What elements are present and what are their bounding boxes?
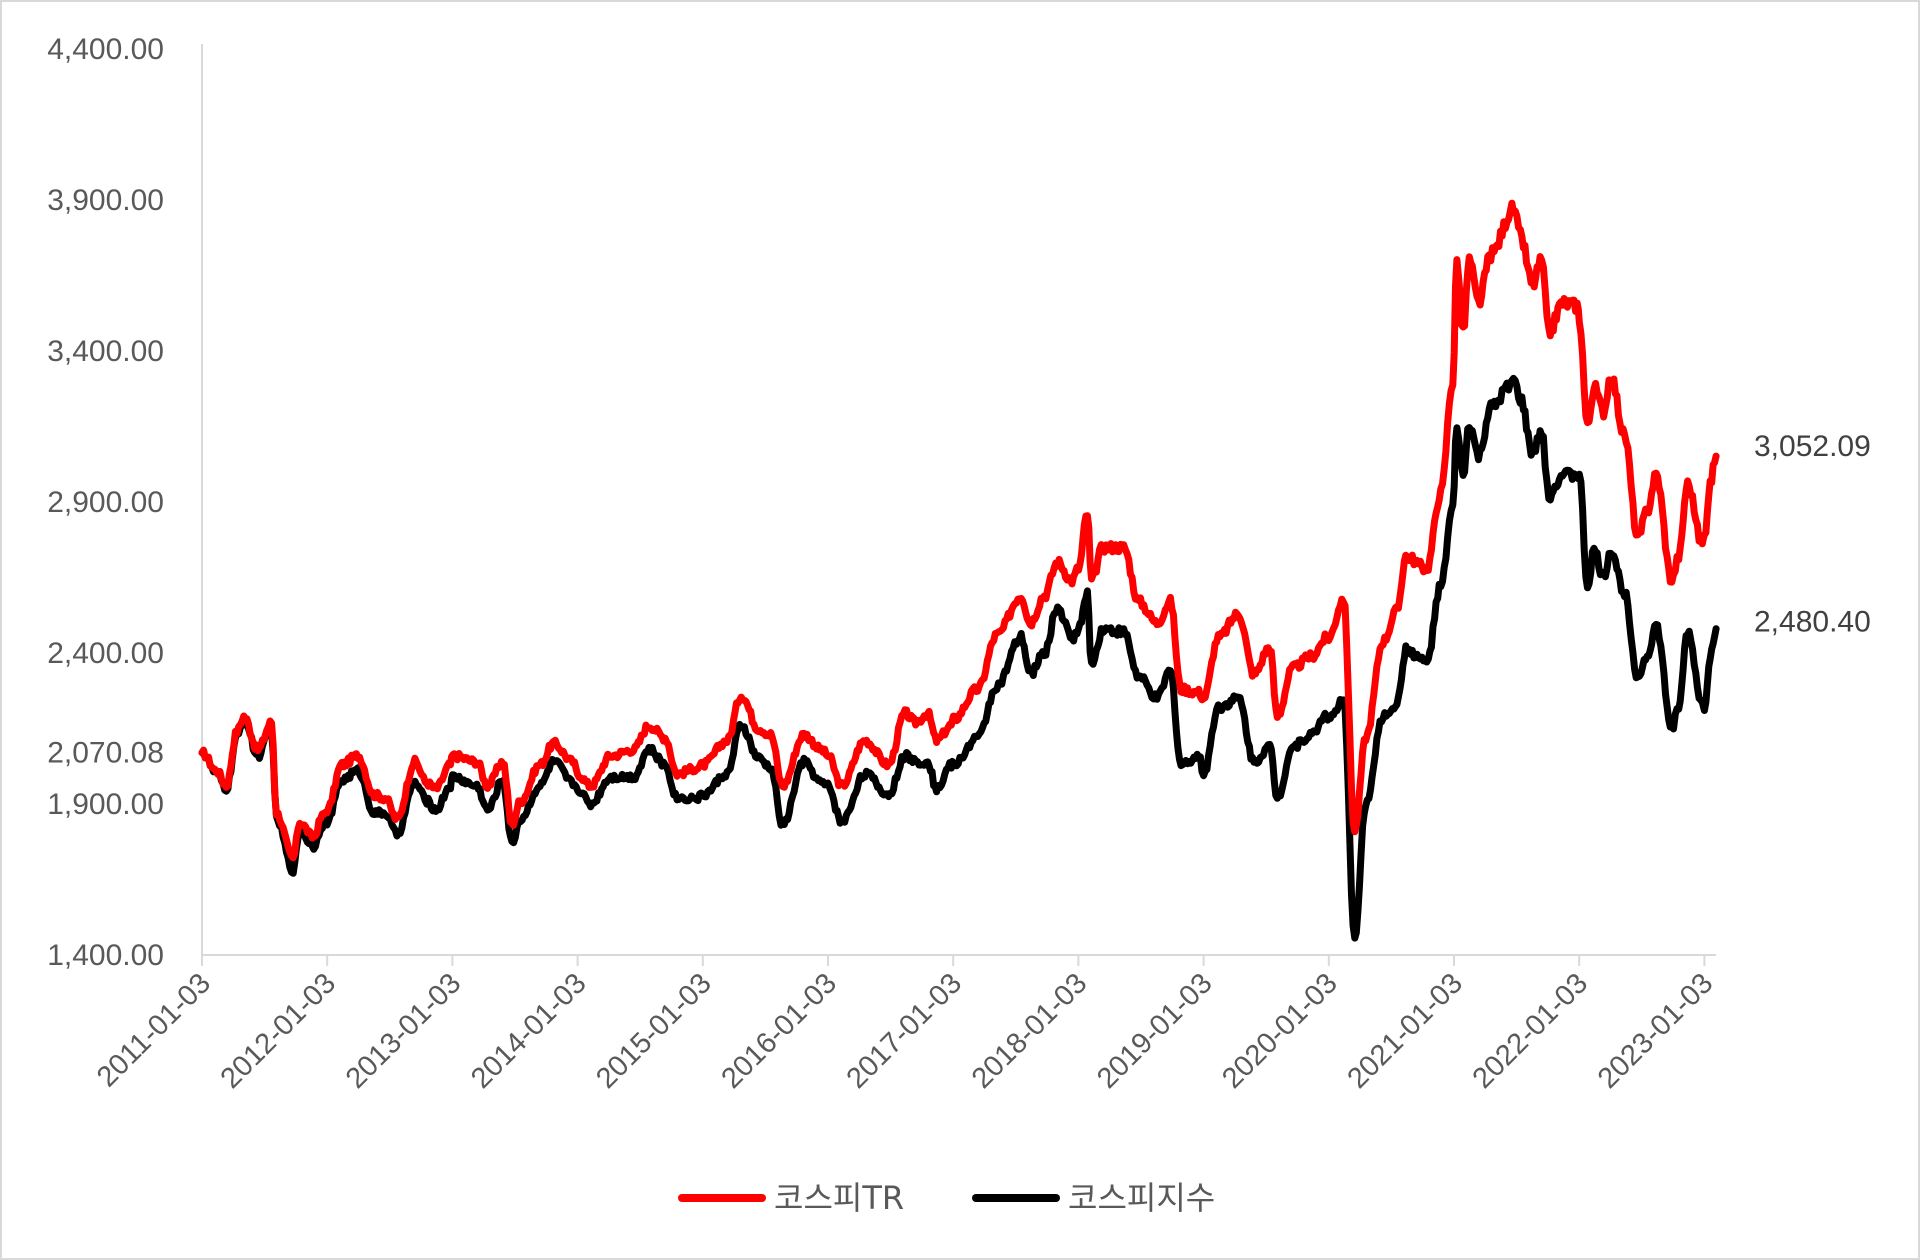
y-tick-label: 1,400.00 bbox=[47, 939, 164, 972]
axes bbox=[201, 44, 1716, 966]
x-tick-label: 2016-01-03 bbox=[715, 967, 843, 1095]
x-tick-label: 2017-01-03 bbox=[841, 967, 969, 1095]
x-tick-label: 2018-01-03 bbox=[966, 967, 1094, 1095]
y-tick-label: 2,900.00 bbox=[47, 486, 164, 519]
y-tick-label: 3,900.00 bbox=[47, 184, 164, 217]
x-tick-label: 2012-01-03 bbox=[215, 967, 343, 1095]
y-tick-label: 1,900.00 bbox=[47, 788, 164, 821]
series-line-kospi-tr bbox=[198, 199, 1720, 862]
legend-label-kospi-tr: 코스피TR bbox=[774, 1179, 904, 1217]
x-tick-label: 2022-01-03 bbox=[1467, 967, 1595, 1095]
legend: 코스피TR 코스피지수 bbox=[678, 1179, 1215, 1217]
x-tick-label: 2013-01-03 bbox=[340, 967, 468, 1095]
x-tick-label: 2011-01-03 bbox=[91, 967, 217, 1093]
x-tick-label: 2020-01-03 bbox=[1216, 967, 1344, 1095]
x-tick-label: 2023-01-03 bbox=[1592, 967, 1720, 1095]
y-tick-label: 4,400.00 bbox=[47, 33, 164, 66]
y-tick-label: 2,070.08 bbox=[47, 737, 164, 770]
x-tick-label: 2019-01-03 bbox=[1091, 967, 1219, 1095]
y-tick-label: 2,400.00 bbox=[47, 637, 164, 670]
x-tick-label: 2014-01-03 bbox=[465, 967, 593, 1095]
series-line-kospi-index bbox=[198, 374, 1720, 942]
x-tick-label: 2015-01-03 bbox=[590, 967, 718, 1095]
end-label-kospi-index: 2,480.40 bbox=[1754, 606, 1871, 639]
series-lines bbox=[198, 199, 1720, 942]
x-tick-label: 2021-01-03 bbox=[1341, 967, 1469, 1095]
y-tick-label: 3,400.00 bbox=[47, 335, 164, 368]
end-label-kospi-tr: 3,052.09 bbox=[1754, 430, 1871, 463]
legend-label-kospi-index: 코스피지수 bbox=[1068, 1179, 1215, 1217]
